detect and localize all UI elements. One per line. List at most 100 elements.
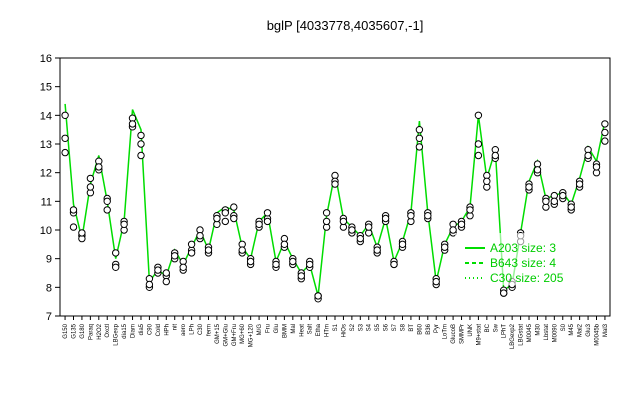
x-tick-label: GM+Glu [223,324,229,347]
x-tick-label: Heat [299,324,305,337]
data-point [331,180,339,188]
data-point [263,217,272,226]
x-tick-label: BT [409,324,415,332]
x-tick-label: ferm [206,324,212,336]
x-tick-label: Pyr [434,324,440,333]
data-point [550,197,558,206]
data-point [441,243,449,251]
data-point [314,292,322,300]
data-point [179,263,187,271]
data-point [263,209,272,217]
data-point [322,217,331,226]
x-tick-label: UNK [468,324,474,337]
data-point [61,148,69,157]
legend-label-c30: C30 size: 205 [490,271,564,285]
series-c30 [61,120,609,300]
data-point [584,151,592,160]
x-tick-label: C90 [147,323,153,335]
series-layer [61,103,609,303]
x-tick-label: Sw [493,323,499,332]
data-point [272,260,280,269]
x-tick-label: Cold [156,324,162,336]
data-point [120,220,128,229]
y-tick-label: 14 [40,110,52,122]
x-tick-label: GM+Fru [232,324,238,346]
x-tick-label: MG+120 [249,323,255,347]
data-point [306,260,314,269]
y-tick-label: 15 [40,82,52,94]
x-tick-label: Oxctl [105,324,111,338]
x-tick-label: LBGexp2 [510,323,516,349]
data-point [137,131,145,140]
y-tick-label: 16 [40,53,52,65]
x-tick-label: G135 [71,323,77,338]
data-point [69,206,78,214]
x-tick-label: B60 [417,323,423,334]
data-point [221,217,230,226]
y-tick-label: 10 [40,225,52,237]
data-point [575,180,584,188]
data-point [137,140,145,148]
x-tick-label: BMM [282,324,288,338]
x-axis: G150 G135 G180 Paraq H2O2 Oxctl LBGexp dia15 Dia… [63,316,609,349]
x-tick-label: Glu [274,324,280,333]
x-tick-label: M/G [257,324,263,336]
x-tick-label: Mal3 [603,323,609,337]
legend-label-b643: B643 size: 4 [490,256,556,270]
y-axis: 7 8 9 10 11 12 13 14 15 16 [40,53,60,323]
data-point [390,260,398,269]
data-point [112,263,120,271]
data-point [61,134,69,143]
data-point [601,128,609,137]
data-point [213,214,221,223]
x-tick-label: GM+15 [215,323,221,344]
data-point [415,134,424,143]
x-tick-label: M30 [535,323,541,335]
x-tick-label: LoTm [443,324,449,339]
data-point [601,120,609,128]
x-tick-label: S2 [350,323,356,331]
data-point [61,111,69,120]
data-point [162,269,171,277]
x-tick-label: Paraq [88,324,94,340]
data-point [187,249,196,257]
data-point [381,214,390,223]
x-tick-label: SMMPr [460,324,466,344]
data-point [154,266,162,274]
x-tick-label: nit [173,324,179,331]
x-tick-label: Lbstat [544,324,550,341]
y-tick-label: 9 [46,254,52,266]
data-point [424,212,432,220]
data-point [103,206,111,214]
data-point [221,209,230,217]
data-point [432,277,440,286]
x-tick-label: M45 [569,323,575,335]
data-point [86,183,95,191]
data-point [348,226,356,234]
x-tick-label: Mal2 [578,323,584,337]
data-point [230,214,238,223]
x-tick-label: Mal [291,324,297,334]
data-point [373,246,381,254]
data-point [559,191,567,200]
data-point [238,246,246,254]
x-tick-label: B36 [426,323,432,334]
data-point [69,223,78,231]
data-point [204,246,213,254]
data-point [145,280,154,289]
x-tick-label: LPhT [502,324,508,339]
x-tick-label: aero [181,323,187,336]
y-tick-label: 12 [40,168,52,180]
data-point [162,277,171,286]
x-tick-label: Salt [308,324,314,335]
data-point [592,163,601,171]
data-point [246,257,255,266]
data-point [280,240,289,249]
x-tick-label: Glu3 [586,323,592,336]
x-tick-label: HPh [164,324,170,336]
x-tick-label: GlucoB [451,324,457,344]
x-tick-label: dia15 [122,323,128,338]
data-point [78,229,86,237]
data-point [86,174,95,183]
